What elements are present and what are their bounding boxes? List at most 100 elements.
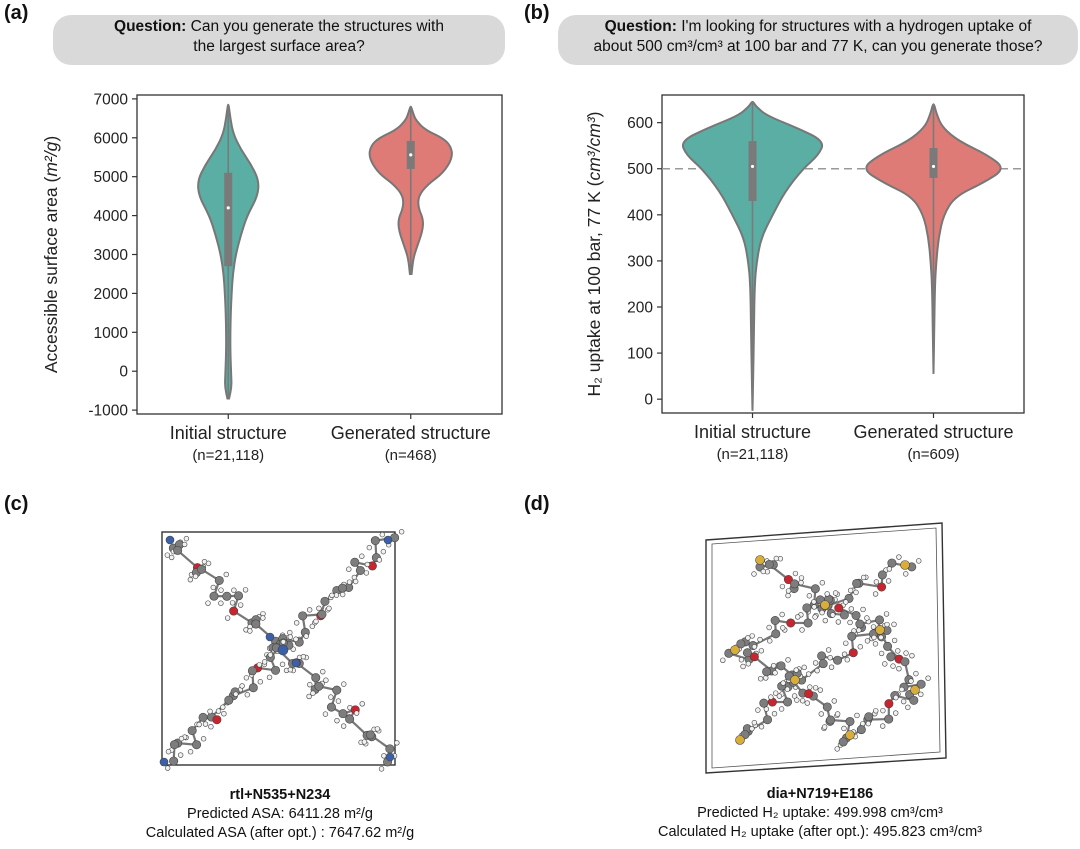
atom (394, 740, 400, 746)
atom (789, 579, 799, 589)
atom (832, 590, 839, 596)
atom (872, 641, 879, 647)
atom (792, 570, 799, 577)
x-count-label: (n=609) (907, 446, 959, 463)
atom (893, 694, 899, 701)
atom (845, 730, 855, 740)
x-category-label: Initial structure (170, 423, 287, 443)
atom (804, 689, 814, 699)
atom (893, 710, 899, 716)
atom (736, 639, 746, 649)
atom (804, 700, 811, 706)
atom (925, 675, 931, 681)
question-text-line1: Can you generate the structures with (190, 18, 444, 35)
atom (352, 578, 359, 585)
atom (830, 612, 836, 618)
atom (365, 730, 375, 740)
atom (865, 720, 872, 727)
atom (873, 579, 880, 585)
atom (757, 676, 764, 682)
atom (880, 707, 886, 714)
atom (200, 736, 207, 742)
atom (806, 593, 813, 599)
violin-iqr-box (929, 148, 938, 178)
unit-cell-frame-inner (711, 527, 941, 769)
atom (168, 554, 175, 561)
atom (767, 638, 773, 644)
violin-iqr-box (748, 141, 757, 201)
y-tick-label: 7000 (94, 91, 129, 108)
atom (852, 578, 862, 588)
atom (759, 698, 769, 708)
question-box-b: Question: I'm looking for structures wit… (558, 15, 1078, 65)
atom (291, 658, 301, 668)
atom (884, 714, 894, 724)
atom (177, 752, 184, 758)
atom (884, 621, 890, 628)
question-text-line2: the largest surface area? (193, 38, 365, 55)
atom (818, 711, 824, 717)
atom (886, 566, 893, 572)
question-text-line2: about 500 cm³/cm³ at 100 bar and 77 K, c… (593, 38, 1043, 55)
atom (779, 583, 786, 590)
atom (181, 541, 188, 548)
atom (847, 619, 853, 626)
x-category-label: Initial structure (694, 422, 811, 442)
atom (766, 624, 772, 631)
atom (763, 715, 773, 725)
atom (353, 710, 360, 716)
atom (187, 576, 194, 583)
atom (864, 712, 874, 722)
atom (903, 650, 909, 656)
atom (350, 557, 360, 567)
atom (838, 737, 848, 747)
atom (242, 587, 249, 593)
atom (306, 693, 312, 700)
atom (856, 725, 866, 735)
atom (905, 704, 911, 711)
atom (334, 717, 340, 724)
atom (878, 650, 885, 657)
atom (860, 606, 866, 613)
atom (346, 579, 353, 585)
atom (257, 679, 264, 685)
atom (187, 749, 194, 755)
atom (751, 571, 757, 577)
atom (817, 651, 827, 661)
atom (820, 600, 830, 610)
atom (834, 603, 844, 613)
y-tick-label: 100 (627, 346, 653, 363)
x-count-label: (n=21,118) (192, 447, 264, 464)
panel-label-a: (a) (4, 2, 29, 24)
atom (398, 529, 405, 535)
atom (786, 618, 796, 628)
atom (196, 721, 202, 728)
atom (780, 625, 786, 631)
atom (322, 711, 329, 717)
question-box-a: Question: Can you generate the structure… (53, 15, 505, 65)
atom (385, 752, 395, 762)
atom (277, 644, 289, 656)
atom (220, 704, 226, 710)
atom (798, 579, 804, 586)
atom (871, 634, 877, 641)
atom (751, 644, 758, 650)
x-category-label: Generated structure (853, 422, 1013, 442)
atom (799, 698, 806, 704)
crystal-structure-image-rtl (159, 529, 405, 772)
atom (214, 575, 224, 585)
atom (355, 565, 365, 575)
atom (742, 648, 752, 658)
y-tick-label: -1000 (88, 403, 128, 420)
y-tick-label: 4000 (94, 208, 129, 225)
atom (169, 756, 179, 766)
violin-median (750, 164, 755, 169)
x-count-label: (n=21,118) (717, 446, 789, 463)
y-tick-label: 300 (627, 253, 653, 270)
atom (222, 591, 232, 601)
atom (841, 651, 848, 657)
y-tick-label: 3000 (94, 247, 129, 264)
atom (749, 652, 759, 662)
atom (841, 725, 847, 732)
atom (783, 575, 793, 585)
